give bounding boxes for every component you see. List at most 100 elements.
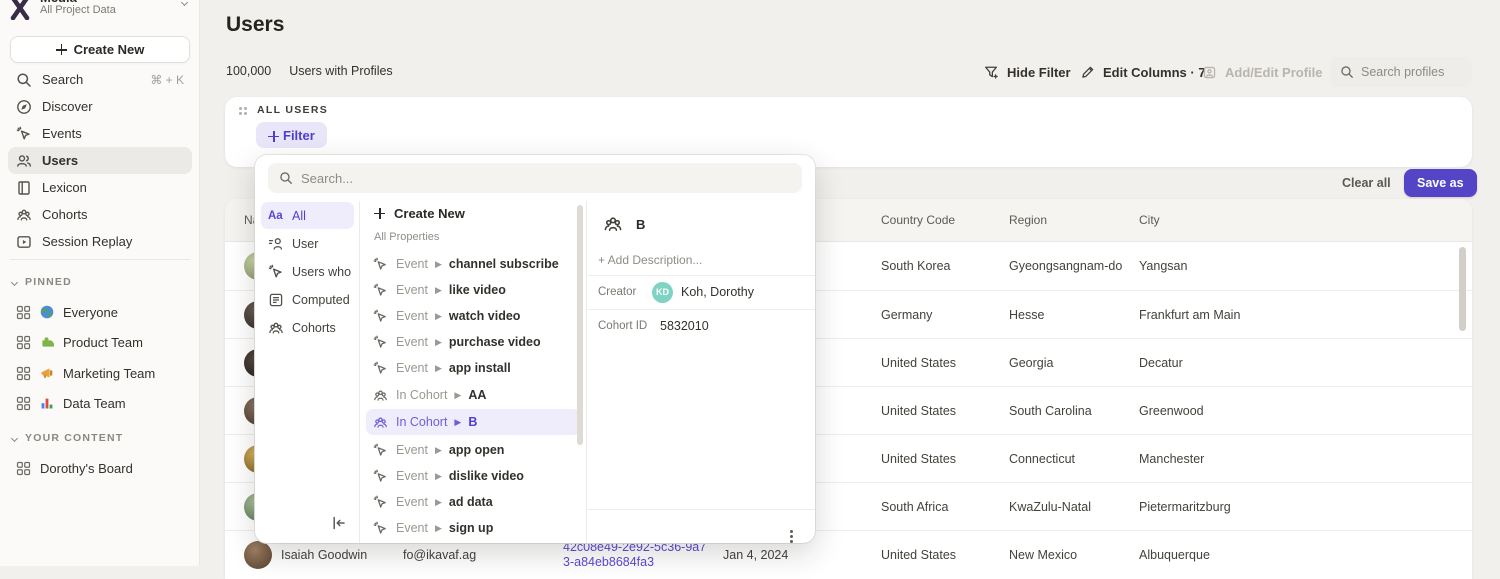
users-icon <box>16 153 32 169</box>
table-scrollbar[interactable] <box>1459 247 1466 331</box>
picker-tab-cohorts[interactable]: Cohorts <box>261 314 354 341</box>
picker-item-event-ad-data[interactable]: Event ▶ ad data <box>366 489 581 515</box>
sidebar-item-users[interactable]: Users <box>8 147 192 174</box>
replay-icon <box>16 234 32 250</box>
board-grid-icon <box>16 396 31 411</box>
arrow-right-icon: ▶ <box>434 444 442 455</box>
chevron-down-icon <box>10 278 19 286</box>
event-cursor-icon <box>373 521 388 536</box>
event-cursor-icon <box>373 257 388 272</box>
sidebar-board-product-team[interactable]: Product Team <box>8 328 192 356</box>
user-count: 100,000 <box>226 64 272 78</box>
picker-tab-all[interactable]: Aa All <box>261 202 354 229</box>
picker-item-event-app-open[interactable]: Event ▶ app open <box>366 437 581 463</box>
picker-tab-users-who-did[interactable]: Users who di... <box>261 258 354 285</box>
user-email: fo@ikavaf.ag <box>403 547 477 562</box>
sidebar-board-marketing-team[interactable]: Marketing Team <box>8 359 192 387</box>
detail-divider <box>586 309 815 310</box>
column-header-city[interactable]: City <box>1139 213 1160 227</box>
cohort-id-label: Cohort ID <box>598 320 648 332</box>
picker-section-label: All Properties <box>374 231 440 243</box>
distinct-id-link[interactable]: 42c08e49-2e92-5c36-9a73-a84eb8684fa3 <box>563 539 707 569</box>
puzzle-icon <box>40 335 54 349</box>
cohort-detail-pane: B + Add Description... Creator KD Koh, D… <box>586 201 815 543</box>
workspace-switcher[interactable]: Media All Project Data <box>9 0 193 34</box>
save-as-button[interactable]: Save as <box>1404 169 1477 197</box>
page-title: Users <box>226 13 285 36</box>
chevron-down-icon <box>10 434 19 442</box>
search-shortcut: ⌘ + K <box>150 72 184 87</box>
picker-item-event-sign-up[interactable]: Event ▶ sign up <box>366 515 581 541</box>
picker-list-scrollbar[interactable] <box>577 205 583 445</box>
arrow-right-icon: ▶ <box>454 389 462 400</box>
picker-tab-computed[interactable]: Computed <box>261 286 354 313</box>
pinned-section-header[interactable]: PINNED <box>10 275 72 289</box>
picker-item-event-watch-video[interactable]: Event ▶ watch video <box>366 303 581 329</box>
detail-divider <box>586 275 815 276</box>
filter-group-label: ALL USERS <box>257 104 329 116</box>
add-edit-profile-button[interactable]: Add/Edit Profile <box>1202 57 1323 87</box>
more-options-icon[interactable] <box>790 530 793 533</box>
picker-create-new-button[interactable]: Create New <box>367 199 583 227</box>
sidebar-item-lexicon[interactable]: Lexicon <box>8 174 192 201</box>
event-cursor-icon <box>373 469 388 484</box>
compass-icon <box>16 99 32 115</box>
cohort-icon <box>373 415 388 430</box>
column-header-region[interactable]: Region <box>1009 213 1048 227</box>
add-description-button[interactable]: + Add Description... <box>598 253 703 267</box>
sidebar-item-cohorts[interactable]: Cohorts <box>8 201 192 228</box>
picker-item-event-purchase-video[interactable]: Event ▶ purchase video <box>366 329 581 355</box>
arrow-right-icon: ▶ <box>434 496 442 507</box>
event-cursor-icon <box>373 335 388 350</box>
plus-icon <box>55 44 67 55</box>
user-name: Isaiah Goodwin <box>281 547 368 562</box>
arrow-right-icon: ▶ <box>434 362 442 373</box>
book-icon <box>16 180 32 196</box>
creator-label: Creator <box>598 286 637 298</box>
cohort-icon <box>16 207 32 223</box>
creator-row: Creator KD Koh, Dorothy <box>598 281 805 303</box>
picker-divider <box>359 201 360 543</box>
cohort-id-row: Cohort ID 5832010 <box>598 315 805 337</box>
globe-icon <box>40 305 54 319</box>
sidebar-item-session-replay[interactable]: Session Replay <box>8 228 192 255</box>
event-cursor-icon <box>373 443 388 458</box>
event-cursor-icon <box>373 361 388 376</box>
picker-item-cohort-aa[interactable]: In Cohort ▶ AA <box>366 382 581 408</box>
event-cursor-icon <box>373 495 388 510</box>
sidebar-board-data-team[interactable]: Data Team <box>8 389 192 417</box>
arrow-right-icon: ▶ <box>434 258 442 269</box>
plus-icon <box>268 130 279 142</box>
event-cursor-icon <box>373 309 388 324</box>
picker-search-input[interactable] <box>301 170 791 186</box>
search-profiles-input[interactable] <box>1361 65 1462 79</box>
board-grid-icon <box>16 335 31 350</box>
app-logo-icon <box>10 0 30 20</box>
sidebar-item-discover[interactable]: Discover <box>8 93 192 120</box>
sidebar-board-everyone[interactable]: Everyone <box>8 298 192 326</box>
event-cursor-icon <box>373 283 388 298</box>
picker-item-event-dislike-video[interactable]: Event ▶ dislike video <box>366 463 581 489</box>
cohort-icon <box>268 320 284 336</box>
sidebar-board-dorothys-board[interactable]: Dorothy's Board <box>8 454 192 482</box>
picker-item-event-app-install[interactable]: Event ▶ app install <box>366 355 581 381</box>
your-content-section-header[interactable]: YOUR CONTENT <box>10 431 123 445</box>
board-grid-icon <box>16 366 31 381</box>
sidebar-item-events[interactable]: Events <box>8 120 192 147</box>
add-filter-button[interactable]: Filter <box>256 122 327 148</box>
edit-columns-button[interactable]: Edit Columns · 7 <box>1080 57 1206 87</box>
cohort-icon <box>373 388 388 403</box>
sidebar-item-search[interactable]: Search ⌘ + K <box>8 66 192 93</box>
create-new-button[interactable]: Create New <box>10 36 190 63</box>
picker-item-event-like-video[interactable]: Event ▶ like video <box>366 277 581 303</box>
drag-handle-icon[interactable] <box>239 107 242 110</box>
clear-all-button[interactable]: Clear all <box>1342 176 1391 190</box>
column-header-country-code[interactable]: Country Code <box>881 213 956 227</box>
picker-tab-user[interactable]: User <box>261 230 354 257</box>
picker-item-event-channel-subscribe[interactable]: Event ▶ channel subscribe <box>366 251 581 277</box>
hide-filter-button[interactable]: Hide Filter <box>984 57 1071 87</box>
picker-item-cohort-b[interactable]: In Cohort ▶ B <box>366 409 581 435</box>
collapse-panel-icon[interactable] <box>331 515 347 531</box>
picker-search-box <box>268 163 802 193</box>
detail-footer-divider <box>586 509 815 510</box>
